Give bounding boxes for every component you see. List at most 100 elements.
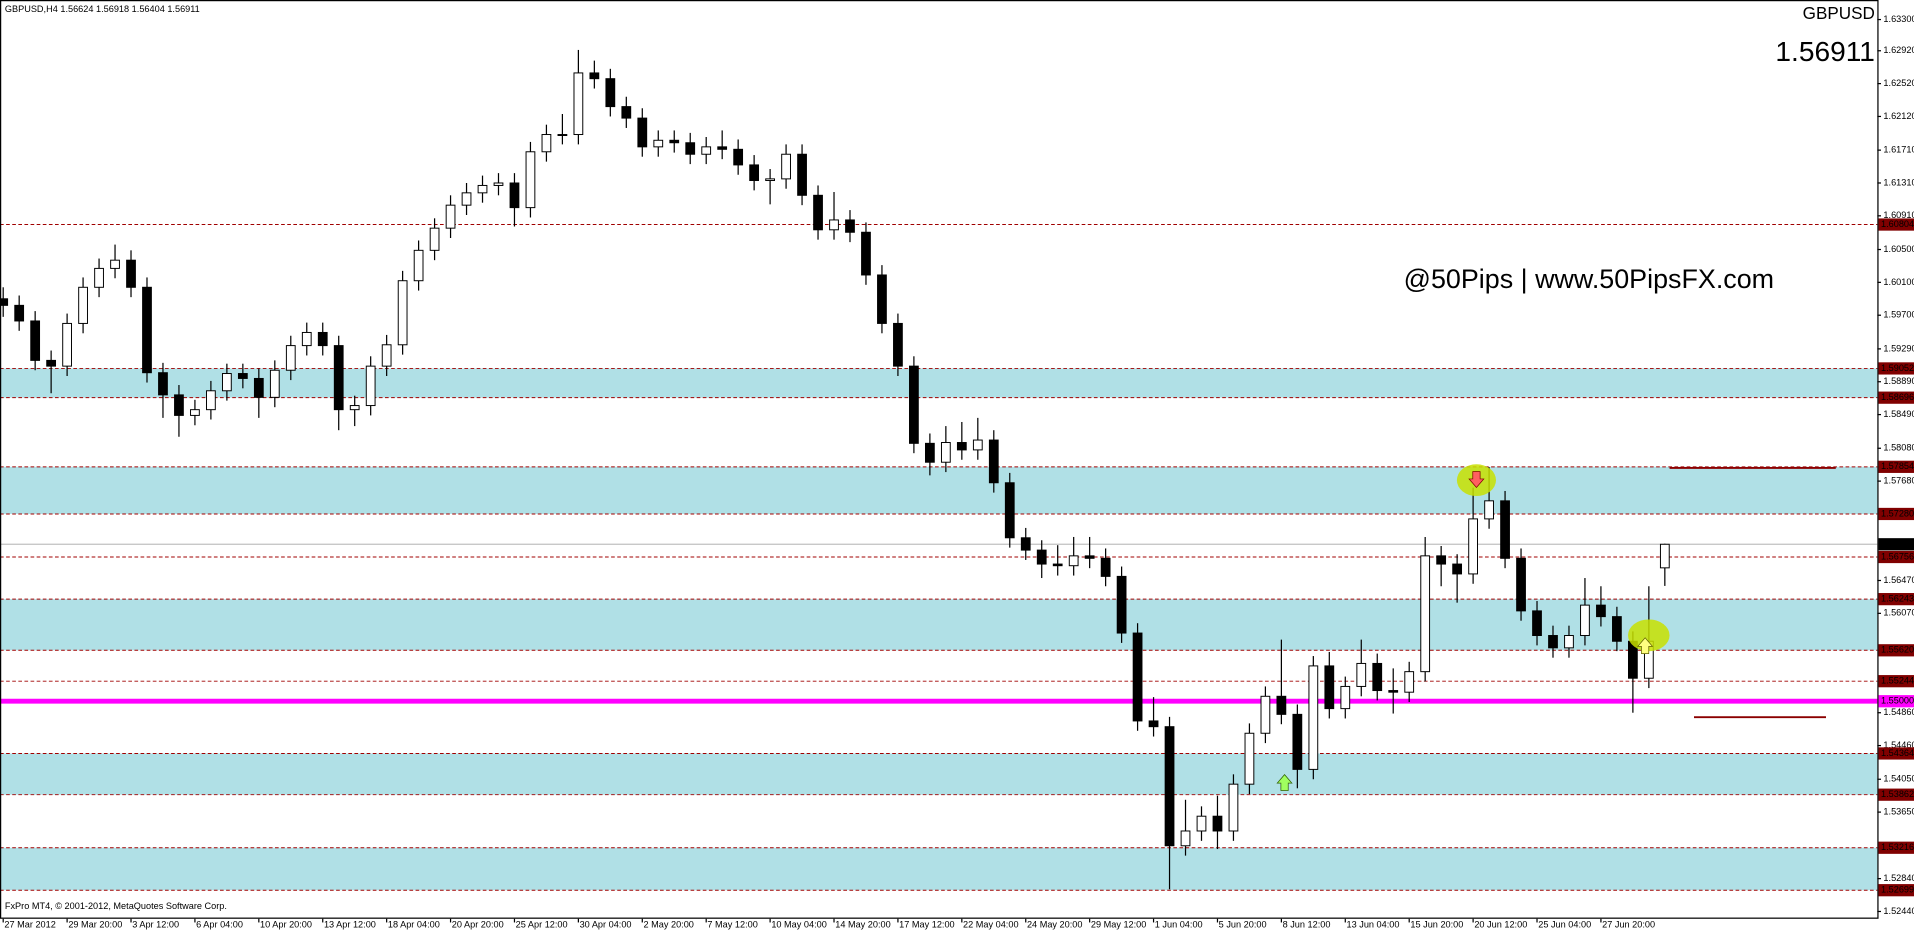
y-tick-label: 1.62920 xyxy=(1883,45,1914,55)
level-label-box xyxy=(1878,538,1914,551)
candle-body xyxy=(1404,671,1415,693)
level-label: 1.60804 xyxy=(1881,219,1914,229)
candle-body xyxy=(110,259,120,269)
candle-body xyxy=(349,405,360,411)
candle-body xyxy=(909,365,919,444)
candle-body xyxy=(669,139,680,144)
candles xyxy=(0,49,1670,890)
x-tick-label: 10 Apr 20:00 xyxy=(260,919,312,929)
header-open: 1.56624 xyxy=(60,4,93,14)
zone xyxy=(0,466,1878,514)
level-label-box xyxy=(1878,695,1914,708)
candle-body xyxy=(461,192,472,206)
candle-body xyxy=(1420,555,1431,673)
candle-body xyxy=(861,231,871,276)
x-tick-label: 3 Apr 12:00 xyxy=(132,919,179,929)
level-label-box xyxy=(1878,218,1914,231)
x-tick-label: 29 Mar 20:00 xyxy=(68,919,122,929)
y-tick-label: 1.63300 xyxy=(1883,14,1914,24)
candle-body xyxy=(940,442,951,463)
highlight xyxy=(1628,619,1670,652)
level-label-box xyxy=(1878,362,1914,375)
candle-body xyxy=(1308,665,1319,770)
candle-body xyxy=(733,148,744,166)
candle-body xyxy=(621,106,632,119)
level-label-box xyxy=(1878,460,1914,473)
candle-body xyxy=(1564,635,1574,649)
candle-body xyxy=(317,331,328,347)
candle-body xyxy=(813,194,823,231)
level-label: 1.57280 xyxy=(1881,508,1914,518)
level-label-box xyxy=(1878,675,1914,688)
candle-body xyxy=(589,72,600,80)
zone xyxy=(0,753,1878,795)
candle-body xyxy=(1372,662,1383,692)
candle-body xyxy=(924,442,935,463)
candle-body xyxy=(1500,500,1510,559)
candle-body xyxy=(94,267,104,288)
candle-body xyxy=(142,286,152,374)
candle-body xyxy=(1276,695,1287,715)
candle-body xyxy=(1516,557,1526,612)
y-tick-label: 1.60910 xyxy=(1883,210,1914,220)
candle-body xyxy=(573,72,584,136)
candle-body xyxy=(158,372,168,396)
zone xyxy=(0,368,1878,398)
candle-body xyxy=(685,142,696,155)
y-tick-label: 1.58080 xyxy=(1883,443,1914,453)
y-tick-label: 1.59700 xyxy=(1883,310,1914,320)
candle-body xyxy=(845,219,855,233)
zones xyxy=(0,368,1878,891)
x-tick-label: 17 May 12:00 xyxy=(899,919,954,929)
candle-body xyxy=(1292,713,1303,770)
candle-body xyxy=(429,227,440,251)
candle-body xyxy=(797,153,807,196)
x-tick-label: 24 May 20:00 xyxy=(1027,919,1082,929)
x-tick-label: 25 Apr 12:00 xyxy=(516,919,568,929)
x-tick-label: 1 Jun 04:00 xyxy=(1155,919,1203,929)
x-tick-label: 7 May 12:00 xyxy=(707,919,757,929)
candle-body xyxy=(1004,482,1015,539)
level-label-box xyxy=(1878,593,1914,606)
candle-body xyxy=(956,442,967,451)
footer: FxPro MT4, © 2001-2012, MetaQuotes Softw… xyxy=(5,901,227,911)
level-label: 1.55620 xyxy=(1881,645,1914,655)
candle-body xyxy=(1084,555,1095,559)
candle-body xyxy=(1212,815,1223,832)
x-tick-label: 20 Jun 12:00 xyxy=(1474,919,1527,929)
x-tick-label: 15 Jun 20:00 xyxy=(1410,919,1463,929)
candle-body xyxy=(174,394,184,416)
level-label-box xyxy=(1878,550,1914,564)
candle-body xyxy=(1340,685,1351,710)
candle-body xyxy=(62,322,72,367)
candle-body xyxy=(1468,518,1478,575)
header-low: 1.56404 xyxy=(132,4,165,14)
candle-body xyxy=(78,286,88,324)
candle-body xyxy=(1484,500,1494,520)
candle-body xyxy=(1148,720,1159,728)
level-label-box xyxy=(1878,391,1914,404)
level-label: 1.57854 xyxy=(1881,461,1914,471)
level-label: 1.56911 xyxy=(1881,539,1913,549)
level-label-box xyxy=(1878,644,1914,657)
y-tick-label: 1.60500 xyxy=(1883,244,1914,254)
y-tick-label: 1.60100 xyxy=(1883,277,1914,287)
x-tick-label: 29 May 12:00 xyxy=(1091,919,1146,929)
level-label: 1.53216 xyxy=(1881,842,1914,852)
y-tick-label: 1.58490 xyxy=(1883,409,1914,419)
candle-body xyxy=(1052,563,1063,567)
candle-body xyxy=(749,164,760,182)
candle-body xyxy=(253,377,264,398)
candle-body xyxy=(46,359,57,367)
candle-body xyxy=(237,373,248,379)
candle-body xyxy=(1596,604,1606,618)
x-tick-label: 27 Jun 20:00 xyxy=(1602,919,1655,929)
x-tick-label: 22 May 04:00 xyxy=(963,919,1018,929)
candle-body xyxy=(1452,563,1463,575)
level-label: 1.55244 xyxy=(1881,676,1914,686)
candle-body xyxy=(190,409,200,416)
candle-body xyxy=(1132,632,1143,722)
candle-body xyxy=(1388,690,1399,693)
candle-body xyxy=(381,344,392,367)
